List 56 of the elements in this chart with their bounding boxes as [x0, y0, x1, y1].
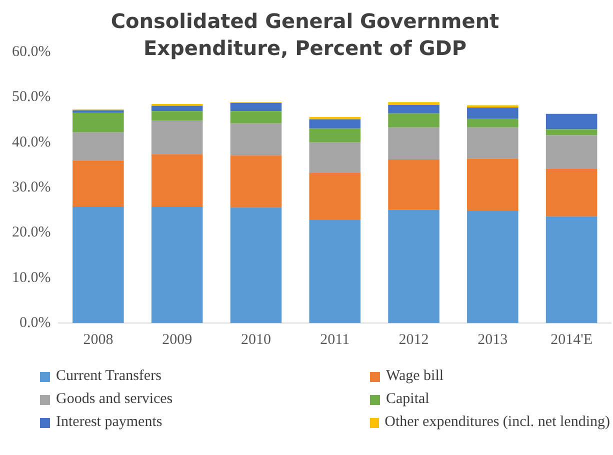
bar [72, 206, 124, 323]
x-tick-label: 2009 [162, 332, 192, 348]
legend-label: Interest payments [55, 413, 164, 432]
bar [72, 160, 124, 206]
bar [467, 118, 518, 128]
y-tick-label: 0.0% [19, 314, 51, 331]
bar [309, 142, 361, 174]
bar [309, 173, 361, 220]
bar [151, 154, 203, 206]
legend-label: Wage bill [385, 367, 445, 386]
y-tick-label: 50.0% [12, 89, 51, 106]
y-tick-label: 60.0% [12, 44, 51, 60]
x-tick-label: 2008 [83, 332, 114, 348]
bar [72, 112, 124, 132]
bar [546, 216, 598, 323]
bar [230, 207, 282, 323]
bar [151, 111, 203, 121]
legend-label: Goods and services [55, 390, 174, 409]
bar [388, 159, 440, 210]
legend-label: Other expenditures (incl. net lending) [384, 413, 610, 432]
bar [467, 210, 518, 323]
bar [467, 158, 518, 211]
x-tick-label: 2011 [320, 332, 350, 348]
bar [388, 102, 440, 105]
legend-label: Current Transfers [55, 367, 162, 386]
bar [388, 127, 440, 160]
y-tick-label: 40.0% [12, 134, 51, 150]
y-tick-label: 20.0% [12, 224, 51, 241]
chart-title: Consolidated General Government Expenditure, Percent of GDP [110, 8, 500, 62]
bar [467, 127, 518, 159]
bar [467, 108, 518, 119]
bar [230, 103, 282, 112]
bar [388, 104, 440, 114]
bar [546, 168, 598, 216]
y-tick-label: 10.0% [12, 270, 51, 286]
bar [151, 120, 203, 154]
x-tick-label: 2013 [478, 332, 508, 348]
x-tick-label: 2014'E [550, 332, 592, 348]
bar [309, 220, 361, 323]
bar [388, 113, 440, 128]
bar [546, 129, 598, 136]
bar [388, 210, 440, 323]
bar [151, 206, 203, 323]
bar [309, 128, 361, 142]
bar [151, 106, 203, 112]
bar [230, 111, 282, 124]
x-tick-label: 2010 [240, 332, 271, 348]
bar [72, 132, 124, 160]
bar [230, 155, 282, 208]
bar [546, 114, 598, 130]
legend-label: Capital [385, 390, 430, 409]
bar [546, 135, 598, 169]
x-tick-label: 2012 [398, 332, 429, 348]
bar [309, 119, 361, 128]
y-tick-label: 30.0% [12, 179, 51, 196]
bar [230, 123, 282, 156]
